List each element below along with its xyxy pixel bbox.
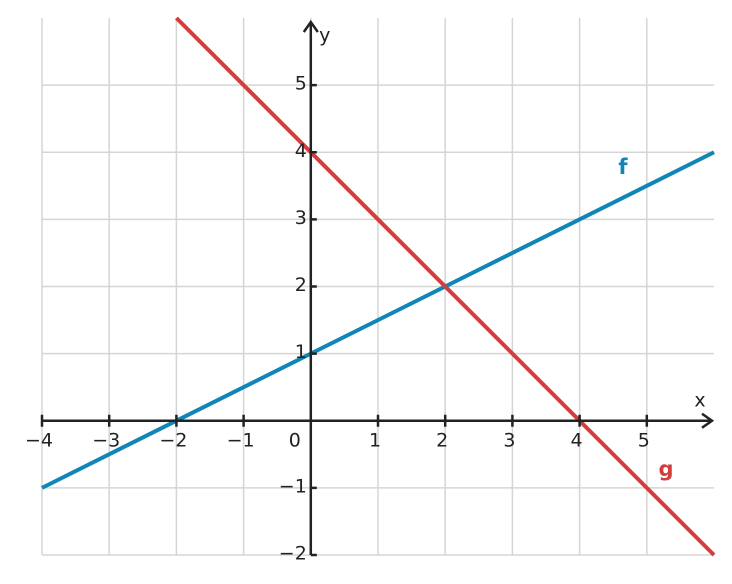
plot-lines bbox=[41, 16, 716, 557]
x-axis-label: x bbox=[694, 389, 705, 411]
x-tick-label: 2 bbox=[436, 429, 448, 451]
x-tick-label: −1 bbox=[227, 429, 255, 451]
x-tick-label: 0 bbox=[289, 429, 301, 451]
line bbox=[41, 150, 715, 490]
y-tick-label: −1 bbox=[279, 475, 307, 497]
x-tick-label: 4 bbox=[571, 429, 583, 451]
y-tick-label: 4 bbox=[295, 140, 307, 162]
axes: −4 −3 −2 −1 0 1 2 3 4 5 −2 −1 1 2 3 4 5 x y f g bbox=[25, 19, 715, 565]
x-tick-label: −4 bbox=[25, 429, 53, 451]
line bbox=[174, 16, 716, 557]
x-tick-label: 1 bbox=[369, 429, 381, 451]
series-label: f bbox=[618, 155, 628, 179]
y-axis-label: y bbox=[319, 25, 330, 47]
x-tick-label: 5 bbox=[638, 429, 650, 451]
x-tick-label: −3 bbox=[92, 429, 120, 451]
y-tick-label: 2 bbox=[295, 274, 307, 296]
series-label: g bbox=[658, 457, 673, 481]
y-tick-label: 1 bbox=[295, 341, 307, 363]
grid bbox=[41, 18, 714, 556]
y-tick-label: 5 bbox=[295, 73, 307, 95]
y-axis-arrow bbox=[302, 19, 319, 33]
x-axis-arrow bbox=[701, 412, 715, 429]
x-tick-label: 3 bbox=[503, 429, 515, 451]
y-tick-label: −2 bbox=[279, 543, 307, 565]
y-tick-label: 3 bbox=[295, 207, 307, 229]
x-tick-label: −2 bbox=[159, 429, 187, 451]
